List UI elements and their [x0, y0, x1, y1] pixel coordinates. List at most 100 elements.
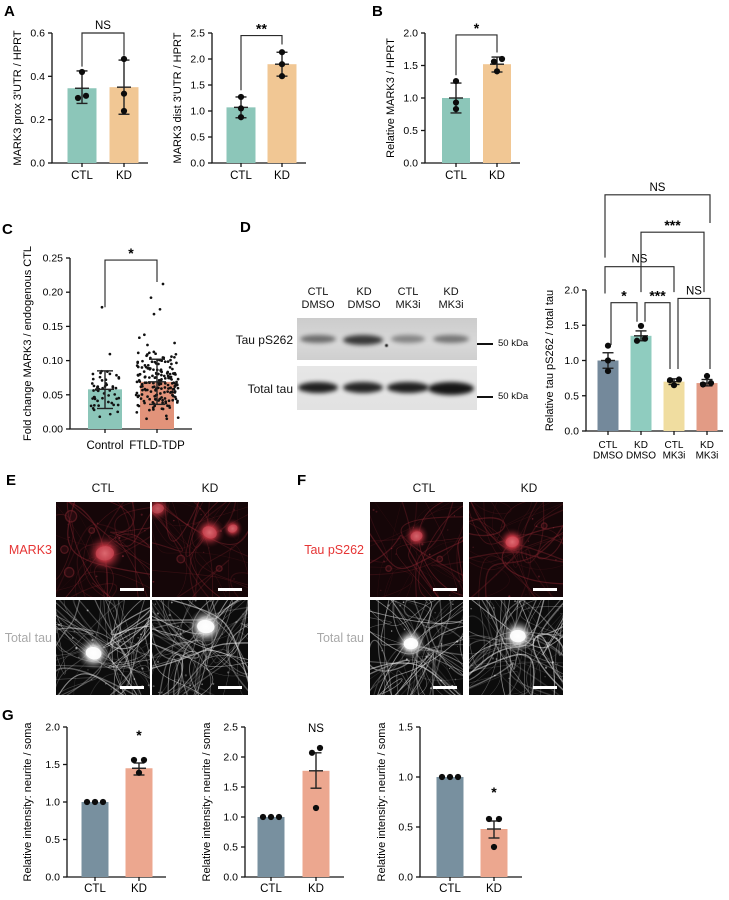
- bar-ctl-mk3i: [663, 381, 685, 431]
- puncta: [514, 600, 517, 603]
- scatter-point: [141, 385, 144, 388]
- puncta: [402, 601, 405, 604]
- scatter-point: [160, 370, 164, 374]
- filament: [108, 626, 150, 668]
- puncta: [534, 663, 536, 665]
- puncta: [557, 610, 559, 612]
- scatter-point: [163, 360, 167, 364]
- filament: [370, 617, 392, 629]
- x-axis-label: KD: [274, 170, 290, 182]
- blot-band: [391, 335, 425, 343]
- scatter-point: [160, 407, 164, 411]
- filament: [471, 600, 563, 649]
- filament: [370, 566, 414, 597]
- scatter-point: [159, 368, 163, 372]
- data-point: [278, 49, 286, 56]
- scatter-point: [149, 390, 153, 393]
- filament: [152, 600, 195, 657]
- puncta: [152, 580, 155, 583]
- puncta: [182, 630, 184, 633]
- puncta: [496, 538, 499, 540]
- puncta: [381, 649, 383, 652]
- puncta: [67, 523, 69, 526]
- scatter-point: [168, 386, 172, 390]
- filament: [181, 607, 248, 695]
- filament: [382, 635, 463, 695]
- y-tick-label: 1.0: [223, 812, 238, 824]
- filament: [503, 600, 553, 695]
- filament: [152, 628, 248, 660]
- y-axis-label: Relative intensity: neurite / soma: [376, 722, 388, 882]
- scatter-point: [108, 372, 112, 376]
- puncta: [86, 609, 89, 612]
- micro-canvas: [152, 502, 248, 597]
- y-tick-label: 0.0: [45, 872, 60, 884]
- filament: [384, 600, 394, 695]
- chart-a2: MARK3 dist 3'UTR / HPRT 0.0 0.5 1.0 1.5 2.0 2.…: [172, 21, 306, 182]
- puncta: [179, 633, 182, 636]
- scatter-point: [146, 343, 149, 347]
- filament: [403, 600, 463, 641]
- filament: [469, 661, 563, 670]
- scatter-point: [175, 383, 179, 386]
- scatter-point: [175, 361, 178, 365]
- data-point: [498, 55, 506, 63]
- puncta: [447, 529, 449, 531]
- puncta: [209, 648, 211, 650]
- molecular-weight-marker-line: [477, 396, 493, 398]
- scatter-point: [146, 363, 150, 367]
- chart-c: Fold change MARK3 / endogenous CTL 0.00 0.…: [22, 245, 192, 452]
- data-point: [308, 749, 316, 756]
- micro-image-total-tau-ctl: [56, 600, 150, 695]
- sig-label: NS: [686, 285, 702, 297]
- puncta: [203, 551, 205, 554]
- puncta: [199, 507, 202, 510]
- puncta: [560, 613, 562, 615]
- scatter-point: [112, 403, 115, 407]
- scatter-point: [101, 396, 104, 400]
- filament: [503, 615, 563, 695]
- micro-canvas: [56, 600, 150, 695]
- scatter-point: [173, 341, 176, 345]
- scatter-point: [163, 397, 167, 400]
- puncta: [440, 643, 443, 645]
- data-point: [237, 93, 245, 101]
- puncta: [86, 568, 88, 571]
- x-axis-label: MK3i: [663, 451, 686, 462]
- filament: [469, 662, 514, 695]
- dim-soma: [60, 545, 69, 554]
- filament: [396, 537, 463, 597]
- scatter-point: [97, 404, 100, 407]
- row-label-mark3: MARK3: [8, 543, 52, 557]
- scatter-point: [149, 296, 153, 300]
- filament: [457, 536, 463, 584]
- filament: [383, 565, 457, 597]
- filament: [240, 622, 248, 629]
- puncta: [372, 508, 375, 512]
- puncta: [440, 679, 443, 682]
- x-axis-label: DMSO: [626, 451, 656, 462]
- scatter-point: [91, 397, 94, 400]
- scatter-point: [143, 333, 146, 337]
- puncta: [544, 676, 546, 678]
- scatter-point: [108, 412, 112, 416]
- puncta: [525, 557, 527, 559]
- y-tick-label: 0.0: [398, 872, 413, 884]
- bar-ctl: [257, 817, 285, 877]
- scatter-point: [137, 336, 141, 340]
- filament: [109, 502, 139, 597]
- scatter-point: [111, 386, 115, 389]
- micro-image-total-tau-ctl: [370, 600, 463, 695]
- dim-soma: [385, 564, 393, 573]
- y-tick-label: 0.5: [398, 822, 413, 834]
- y-tick-label: 2.5: [223, 722, 238, 734]
- scatter-point: [160, 373, 163, 377]
- puncta: [235, 620, 238, 624]
- y-tick-label: 0.05: [43, 389, 64, 401]
- scatter-point: [157, 372, 160, 376]
- scatter-point: [153, 397, 157, 401]
- puncta: [375, 510, 378, 513]
- scatter-point: [91, 377, 95, 381]
- y-axis-label: Relative MARK3 / HPRT: [385, 38, 397, 158]
- scatter-point: [171, 393, 174, 397]
